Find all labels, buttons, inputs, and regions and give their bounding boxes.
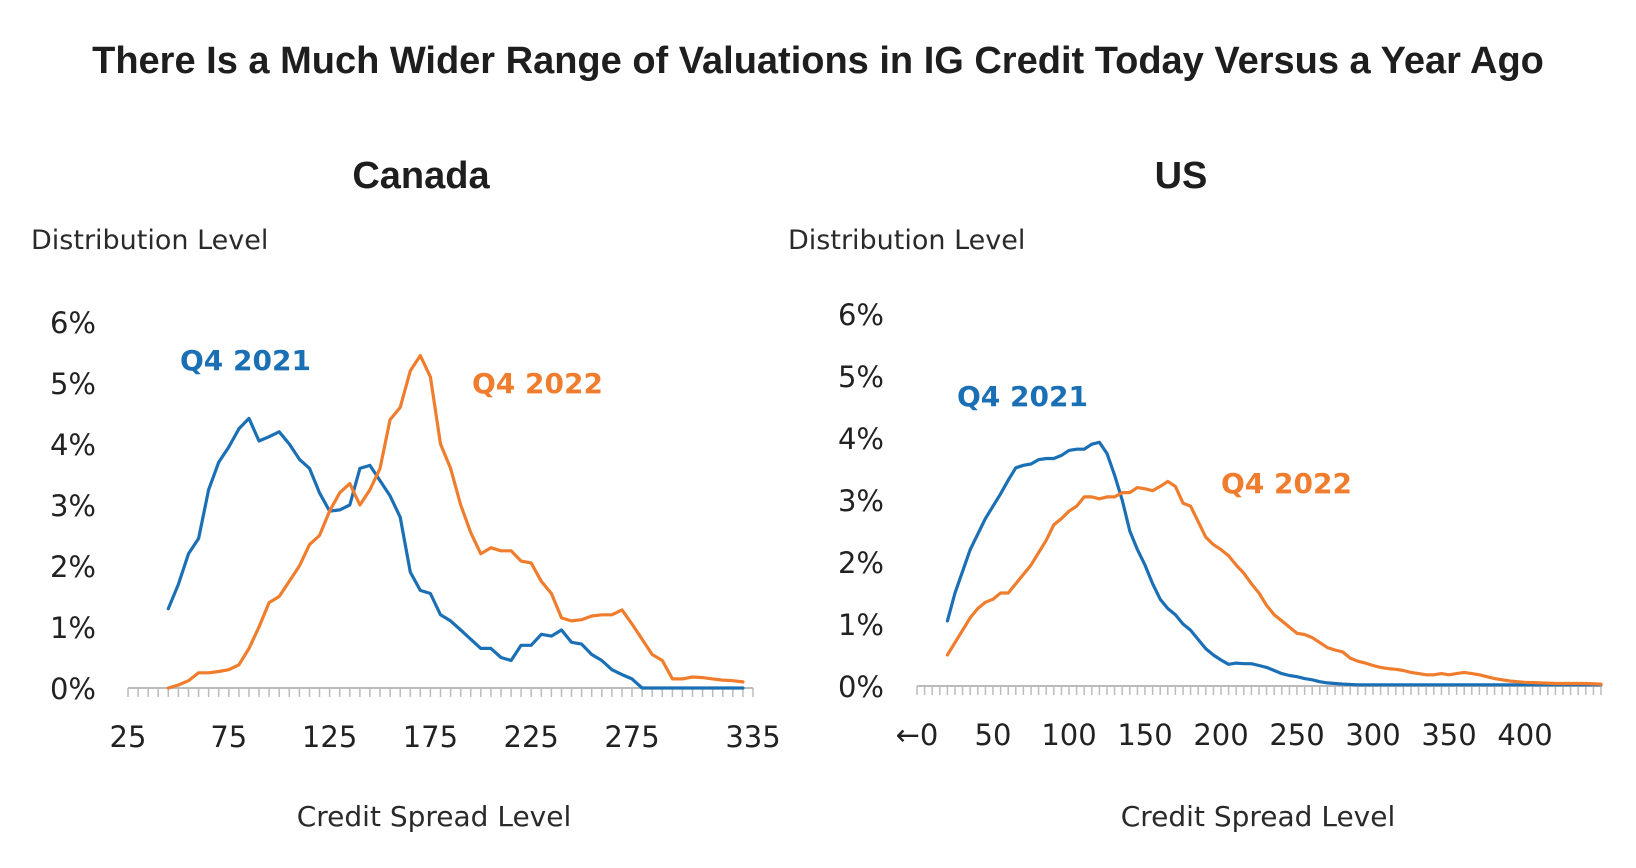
canada-x-tick-label: 225 xyxy=(504,720,559,754)
canada-x-minor-ticks xyxy=(127,688,754,697)
canada-y-tick-label: 3% xyxy=(50,489,96,523)
us-series-label-q4-2021: Q4 2021 xyxy=(957,380,1088,413)
us-series-line-q4-2022 xyxy=(945,479,1603,686)
us-x-tick-label: 300 xyxy=(1345,718,1400,752)
us-y-tick-label: 2% xyxy=(838,546,884,580)
us-x-tick-label: 350 xyxy=(1421,718,1476,752)
canada-series-label-q4-2021: Q4 2021 xyxy=(180,344,311,377)
canada-x-tick-label: 275 xyxy=(604,720,659,754)
us-x-tick-label: 400 xyxy=(1497,718,1552,752)
canada-y-tick-label: 5% xyxy=(50,367,96,401)
us-x-minor-ticks xyxy=(916,686,1602,695)
canada-series-label-q4-2022: Q4 2022 xyxy=(472,367,603,400)
canada-y-tick-label: 1% xyxy=(50,611,96,645)
canada-x-axis-label: Credit Spread Level xyxy=(296,800,572,833)
us-x-tick-label: 100 xyxy=(1041,718,1096,752)
canada-series-line-q4-2021 xyxy=(166,416,745,690)
us-x-tick-label: 250 xyxy=(1269,718,1324,752)
us-y-tick-label: 6% xyxy=(838,298,884,332)
canada-chart-title: Canada xyxy=(352,155,490,197)
us-x-tick-label: 50 xyxy=(975,718,1012,752)
us-series-label-q4-2022: Q4 2022 xyxy=(1221,467,1352,500)
canada-y-axis-label: Distribution Level xyxy=(31,225,269,256)
canada-y-tick-label: 6% xyxy=(50,306,96,340)
us-x-tick-label: 150 xyxy=(1117,718,1172,752)
us-y-tick-label: 3% xyxy=(838,484,884,518)
us-y-tick-label: 0% xyxy=(838,670,884,704)
us-y-tick-label: 4% xyxy=(838,422,884,456)
canada-x-tick-label: 75 xyxy=(210,720,247,754)
canada-y-tick-label: 2% xyxy=(50,550,96,584)
us-y-tick-label: 1% xyxy=(838,608,884,642)
main-title: There Is a Much Wider Range of Valuation… xyxy=(92,40,1544,82)
canada-x-tick-label: 25 xyxy=(110,720,147,754)
us-y-axis-label: Distribution Level xyxy=(788,225,1026,256)
us-y-tick-label: 5% xyxy=(838,360,884,394)
us-x-tick-label: ←0 xyxy=(896,718,939,752)
canada-y-tick-label: 4% xyxy=(50,428,96,462)
us-x-tick-label: 200 xyxy=(1193,718,1248,752)
canada-x-tick-label: 125 xyxy=(302,720,357,754)
canada-x-tick-label: 175 xyxy=(403,720,458,754)
us-series-line-q4-2021 xyxy=(945,440,1603,687)
canada-y-tick-label: 0% xyxy=(50,672,96,706)
canada-x-tick-label: 335 xyxy=(725,720,780,754)
us-chart-title: US xyxy=(1154,155,1208,197)
canada-series-line-q4-2022 xyxy=(166,354,745,690)
us-x-axis-label: Credit Spread Level xyxy=(1120,800,1396,833)
